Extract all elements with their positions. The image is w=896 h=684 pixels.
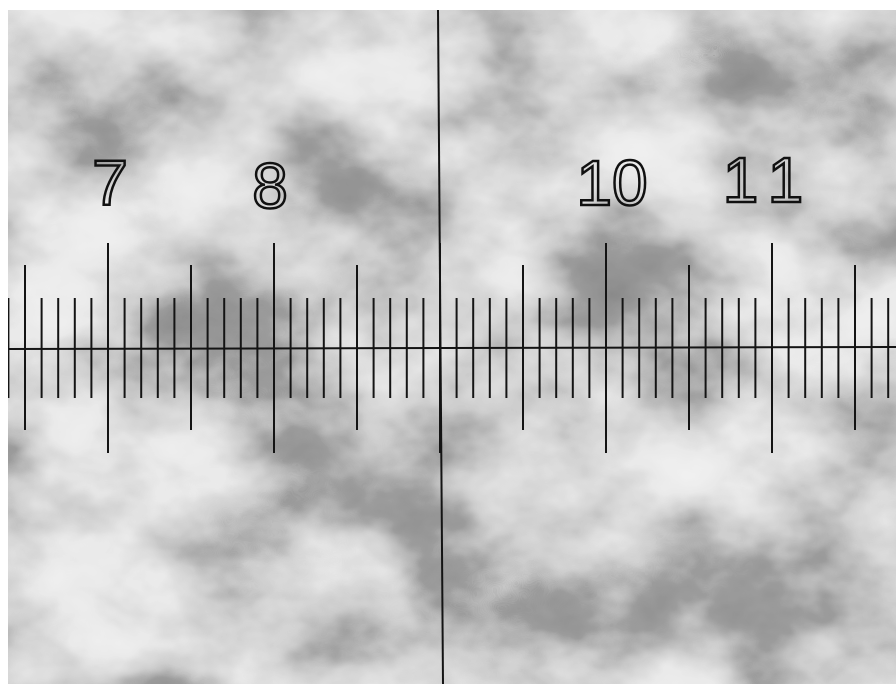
- scale-label: 10: [576, 147, 647, 219]
- microscope-view: 7 8 10 11: [0, 0, 896, 684]
- scale-label: 7: [92, 147, 128, 219]
- page: 7 8 10 11 (() => { const data = JSON.par…: [0, 0, 896, 684]
- scale-label: 11: [723, 144, 817, 216]
- scale-label: 8: [252, 150, 288, 222]
